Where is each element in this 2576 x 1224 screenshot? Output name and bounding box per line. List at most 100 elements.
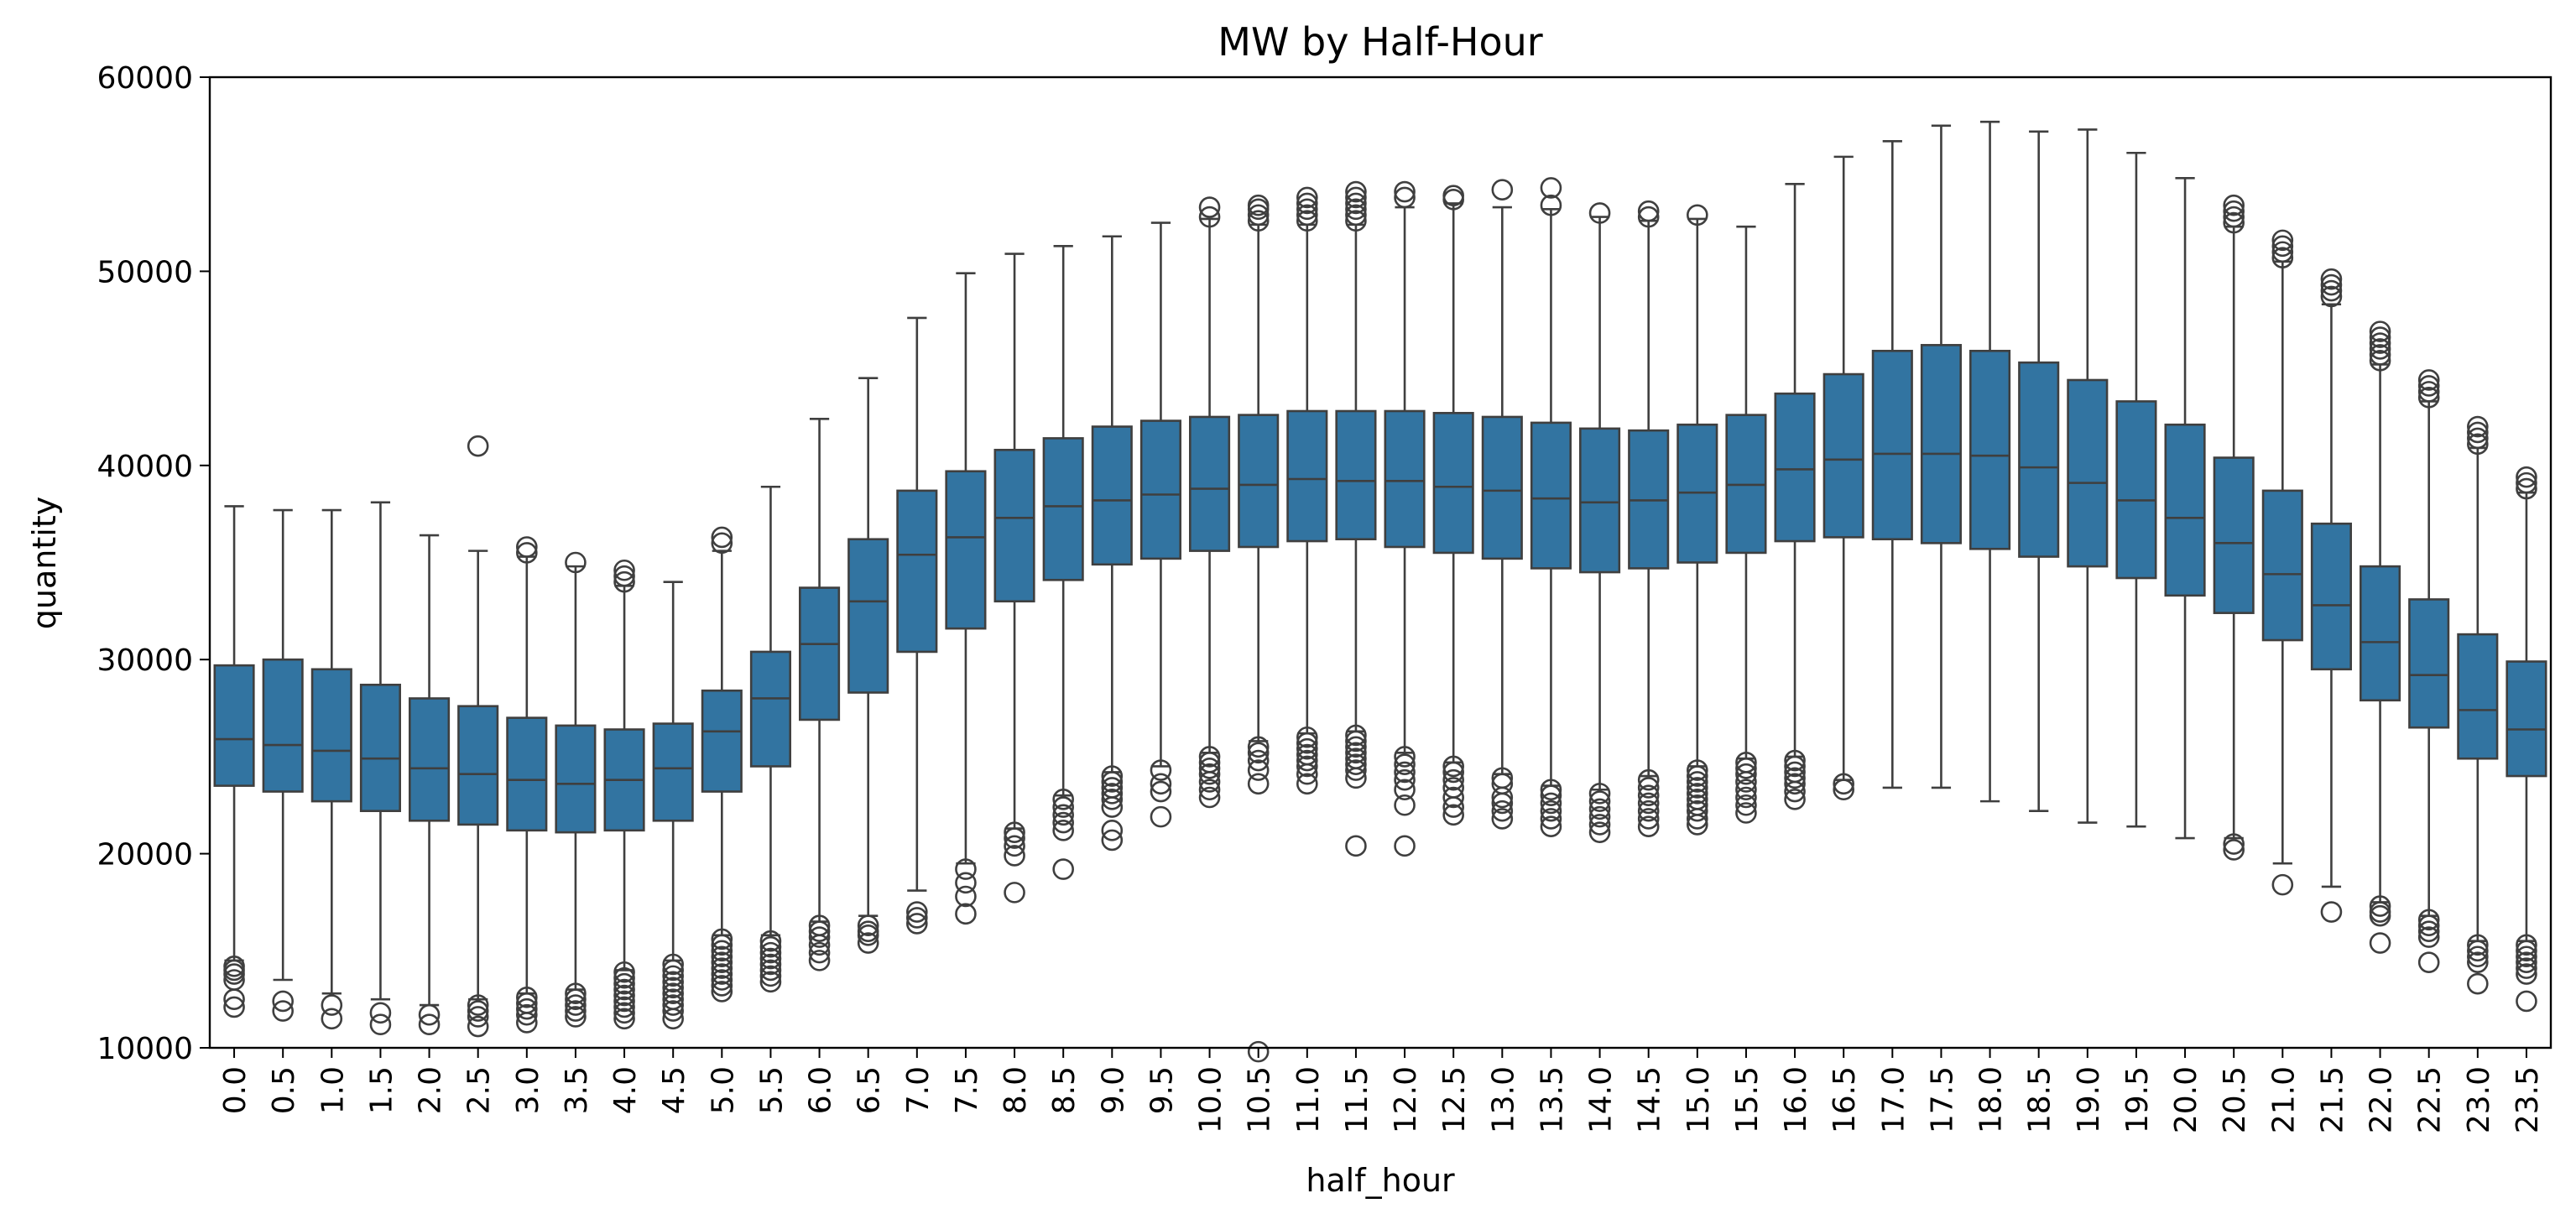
outlier-point: [1637, 815, 1660, 838]
outlier-point: [1345, 736, 1367, 758]
outlier-point: [1735, 757, 1757, 779]
outlier-point: [1296, 737, 1318, 760]
outlier-point: [1784, 749, 1806, 772]
outlier-point: [1296, 210, 1318, 232]
outlier-point: [2467, 421, 2489, 444]
x-tick-label: 11.5: [1340, 1066, 1374, 1133]
x-tick-label: 16.5: [1828, 1066, 1862, 1133]
outlier-point: [613, 972, 635, 995]
outlier-point: [1198, 206, 1221, 228]
box-iqr: [1238, 414, 1280, 549]
x-tick-label: 12.5: [1437, 1066, 1472, 1133]
x-tick-label: 4.5: [657, 1066, 691, 1114]
outlier-point: [2223, 211, 2245, 234]
outlier-point: [418, 1003, 441, 1026]
plot-area: [213, 120, 2547, 1063]
x-tick-label: 8.5: [1047, 1066, 1082, 1114]
outlier-point: [711, 940, 733, 962]
outlier-point: [467, 1015, 489, 1038]
box-group: [213, 505, 255, 1018]
box-group: [457, 435, 499, 1038]
outlier-point: [516, 1003, 538, 1026]
outlier-point: [1052, 811, 1074, 834]
outlier-point: [1150, 773, 1172, 795]
outlier-point: [1637, 792, 1660, 815]
outlier-point: [1588, 202, 1611, 224]
outlier-point: [2369, 895, 2391, 917]
x-tick-label: 1.0: [315, 1066, 350, 1114]
outlier-point: [711, 532, 733, 555]
outlier-point: [2369, 344, 2391, 366]
box-iqr: [1139, 419, 1181, 560]
y-axis: 10000 20000 30000 40000 50000 60000: [96, 61, 210, 1066]
box-group: [1628, 200, 1670, 838]
x-tick-label: 7.0: [901, 1066, 936, 1114]
x-tick-label: 19.5: [2120, 1066, 2155, 1133]
outlier-point: [1101, 789, 1124, 810]
outlier-point: [1052, 804, 1074, 826]
box-iqr: [1920, 344, 1962, 544]
outlier-point: [1637, 800, 1660, 822]
outlier-point: [1687, 204, 1708, 227]
outlier-point: [1296, 186, 1318, 209]
outlier-point: [1491, 786, 1514, 809]
x-tick-label: 1.5: [364, 1066, 399, 1114]
outlier-point: [613, 570, 635, 593]
outlier-point: [1247, 1040, 1270, 1063]
outlier-point: [1247, 759, 1270, 781]
outlier-point: [2516, 934, 2537, 956]
x-tick-label: 11.0: [1291, 1066, 1326, 1133]
outlier-point: [759, 941, 782, 964]
outlier-point: [369, 1002, 392, 1024]
outlier-point: [1198, 757, 1221, 779]
outlier-point: [2467, 972, 2489, 995]
y-tick-label: 60000: [96, 61, 193, 96]
outlier-point: [2369, 904, 2391, 927]
outlier-point: [1637, 808, 1660, 830]
box-iqr: [457, 705, 499, 826]
outlier-point: [711, 928, 733, 951]
box-group: [1579, 202, 1621, 843]
box-iqr: [652, 722, 694, 822]
x-tick-label: 7.5: [950, 1066, 984, 1114]
box-iqr: [1871, 349, 1913, 541]
outlier-point: [1150, 780, 1172, 803]
box-iqr: [945, 470, 987, 630]
box-group: [2018, 130, 2060, 812]
box-group: [1091, 235, 1133, 852]
x-tick-label: 18.0: [1974, 1066, 2009, 1133]
box-group: [2360, 320, 2401, 954]
outlier-point: [1345, 198, 1367, 221]
outlier-point: [1735, 794, 1757, 816]
box-iqr: [799, 586, 841, 721]
box-iqr: [1432, 412, 1474, 555]
box-iqr: [409, 697, 451, 822]
outlier-point: [1247, 210, 1270, 232]
outlier-point: [1833, 773, 1854, 795]
outlier-point: [1588, 790, 1611, 812]
outlier-point: [1198, 746, 1221, 768]
x-tick-label: 15.5: [1730, 1066, 1765, 1133]
outlier-point: [565, 982, 587, 1005]
box-iqr: [1822, 372, 1864, 539]
x-tick-label: 0.0: [218, 1066, 253, 1114]
outlier-point: [906, 907, 928, 929]
outlier-point: [2271, 873, 2294, 896]
outlier-point: [1345, 210, 1367, 232]
box-iqr: [213, 664, 255, 787]
outlier-point: [759, 930, 782, 952]
outlier-point: [1345, 204, 1367, 227]
box-group: [555, 551, 597, 1028]
x-tick-label: 22.5: [2413, 1066, 2448, 1133]
outlier-point: [1491, 179, 1514, 201]
box-group: [701, 526, 743, 1003]
x-tick-label: 20.5: [2218, 1066, 2252, 1133]
box-group: [1871, 140, 1913, 789]
outlier-point: [1247, 736, 1270, 758]
outlier-point: [711, 526, 733, 549]
outlier-point: [2223, 200, 2245, 222]
x-tick-label: 20.0: [2169, 1066, 2203, 1133]
outlier-point: [1247, 773, 1270, 795]
outlier-point: [1687, 777, 1708, 799]
box-group: [2213, 194, 2255, 861]
